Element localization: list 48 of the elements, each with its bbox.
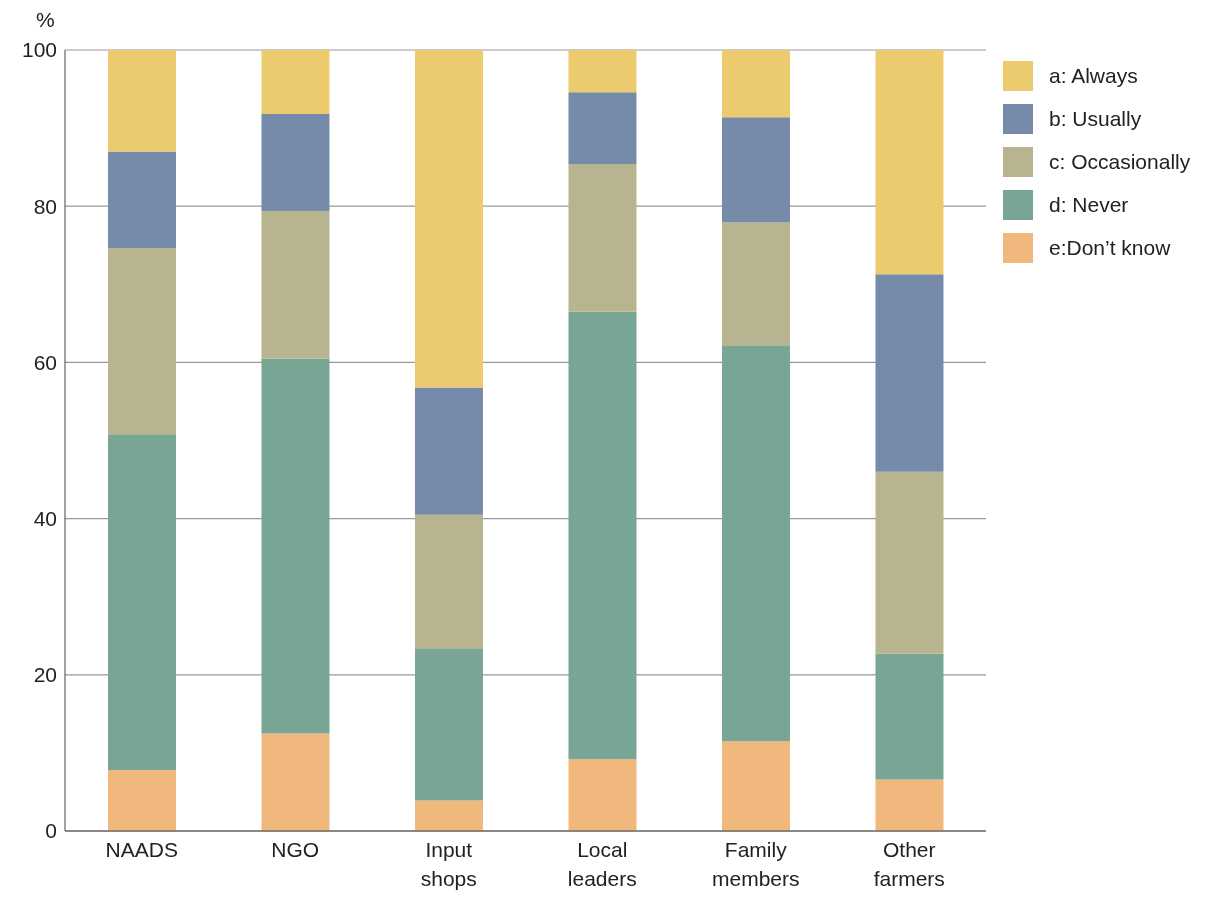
y-tick-label: 80	[33, 194, 57, 218]
x-tick-label: Input shops	[420, 838, 477, 890]
bar	[568, 164, 637, 312]
y-tick-label: 20	[33, 663, 57, 687]
bar	[414, 387, 483, 515]
y-tick-label: 100	[21, 38, 57, 62]
bar	[568, 759, 637, 831]
bar	[107, 248, 176, 435]
bar	[261, 114, 330, 211]
y-axis-title: %	[36, 8, 55, 32]
bar	[568, 92, 637, 165]
bar	[107, 434, 176, 771]
bar	[875, 653, 944, 780]
bar	[875, 274, 944, 472]
bar	[721, 222, 790, 346]
bar	[414, 50, 483, 388]
bar	[721, 117, 790, 223]
bar	[107, 50, 176, 152]
x-tick-label: NAADS	[105, 838, 178, 861]
bar	[261, 210, 330, 359]
x-tick-label: Other farmers	[873, 838, 945, 890]
y-tick-label: 0	[45, 819, 57, 843]
x-tick-label: Local leaders	[567, 838, 637, 890]
bar	[261, 733, 330, 831]
x-tick-label: Family members	[711, 838, 800, 890]
bar	[414, 800, 483, 831]
bar	[721, 50, 790, 118]
y-tick-label: 60	[33, 350, 57, 374]
bar	[721, 345, 790, 742]
bar	[107, 151, 176, 249]
bar	[568, 50, 637, 93]
legend-label: c: Occasionally	[1049, 149, 1191, 174]
bar	[875, 50, 944, 275]
bar	[414, 648, 483, 801]
legend-label: a: Always	[1049, 63, 1138, 88]
legend-label: b: Usually	[1049, 106, 1142, 131]
bar	[721, 741, 790, 831]
bar	[875, 471, 944, 654]
bar	[568, 311, 637, 760]
bar	[875, 779, 944, 831]
legend-label: e:Don’t know	[1049, 235, 1171, 260]
bar	[107, 770, 176, 831]
x-tick-label: NGO	[271, 838, 320, 861]
bar	[261, 358, 330, 734]
bar	[414, 514, 483, 649]
y-tick-label: 40	[33, 507, 57, 531]
bar	[261, 50, 330, 115]
legend-label: d: Never	[1049, 192, 1129, 217]
